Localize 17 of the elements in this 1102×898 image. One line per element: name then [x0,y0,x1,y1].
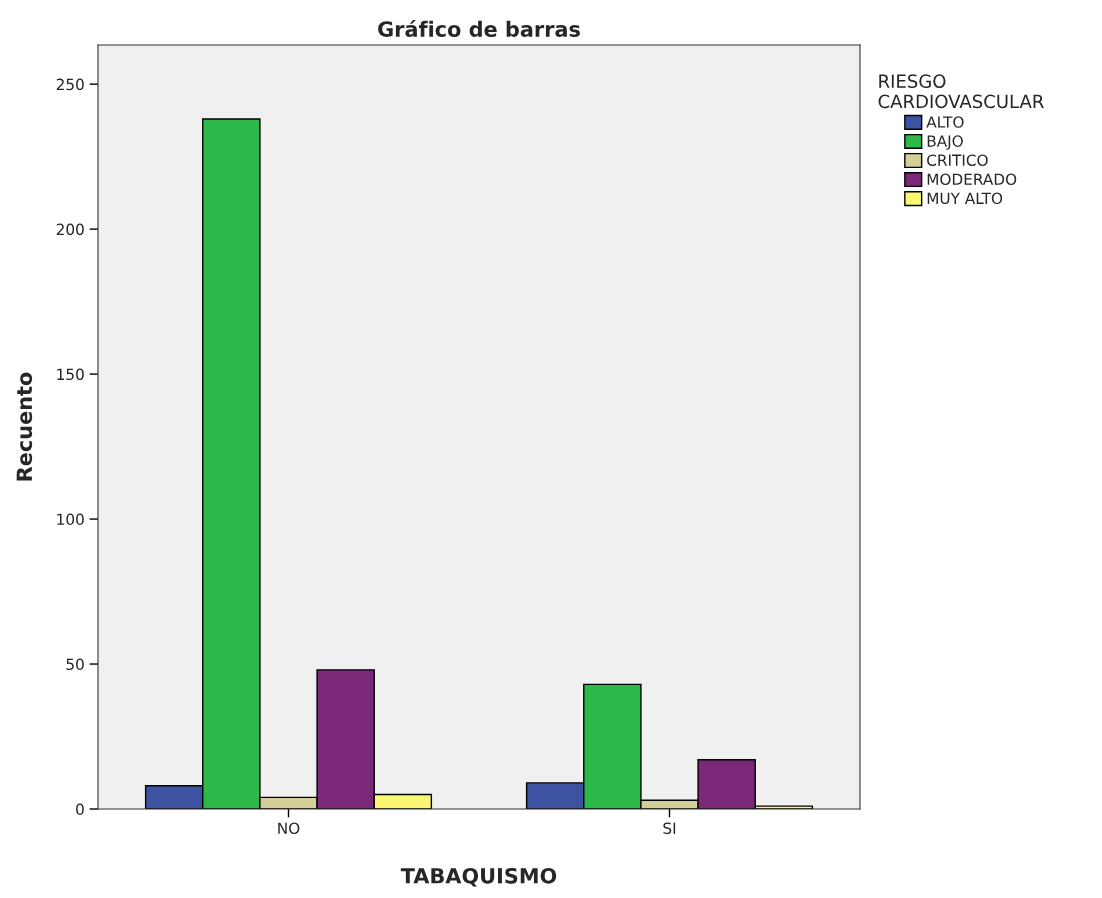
x-axis-title: TABAQUISMO [400,867,557,887]
y-tick-label: 200 [56,223,84,236]
legend-label: BAJO [927,135,963,150]
y-tick-label: 100 [57,513,84,526]
chart-title: Gráfico de barras [378,20,580,37]
y-tick-label: 50 [66,658,84,671]
x-tick-label: NO [278,822,300,835]
y-tick-label: 0 [76,803,84,816]
legend-label: ALTO [926,116,964,128]
y-tick-label: 150 [57,368,84,381]
y-axis-title: Recuento [16,372,33,481]
legend-title: RIESGO CARDIOVASCULAR [878,74,1044,109]
legend-label: MODERADO [927,173,1017,186]
legend-label: CRITICO [927,154,988,166]
y-tick-label: 250 [56,78,84,91]
legend-label: MUY ALTO [927,192,1003,205]
x-tick-label: SI [663,822,676,835]
